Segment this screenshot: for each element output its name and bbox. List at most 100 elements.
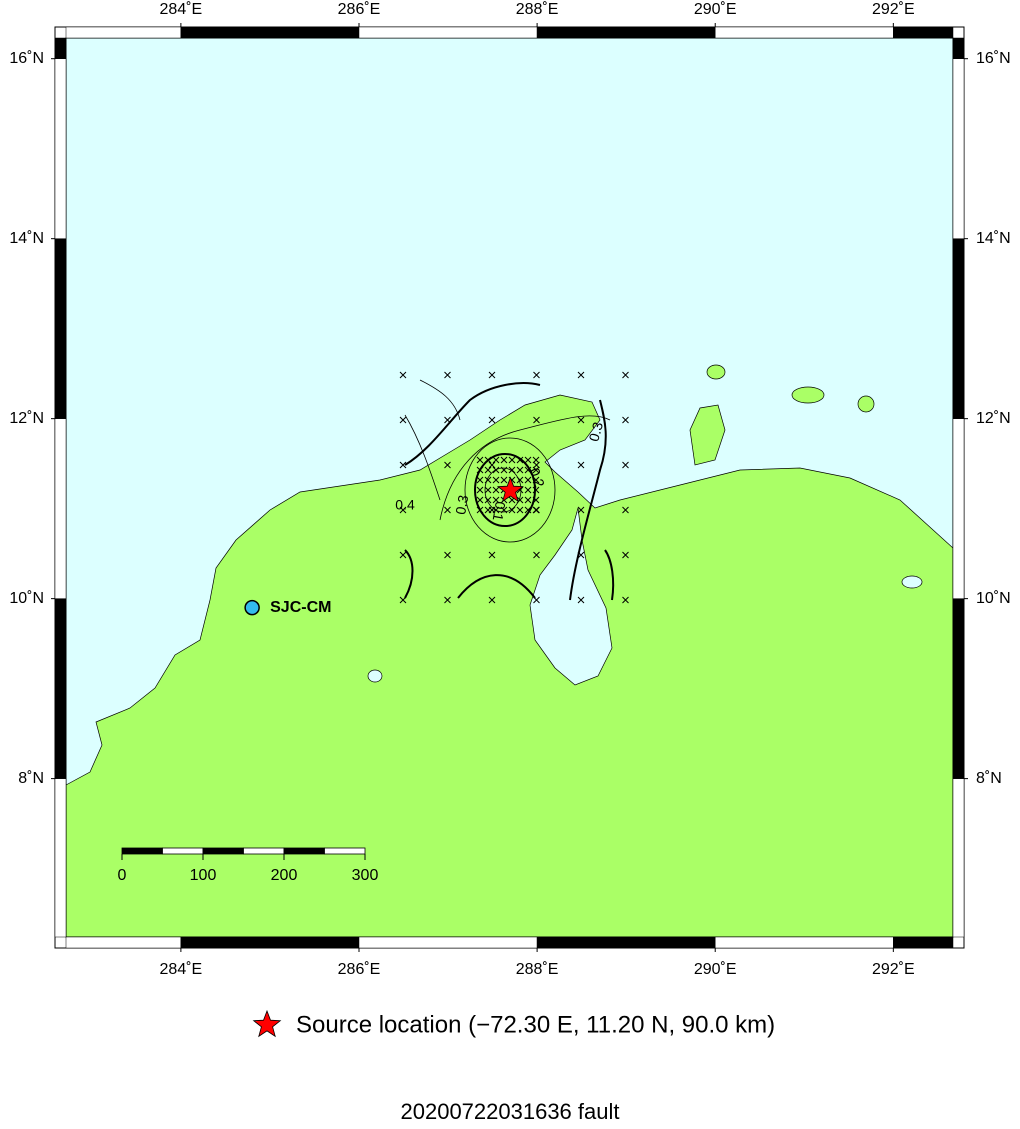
grid-point: [488, 371, 496, 379]
frame-segment: [358, 936, 538, 949]
grid-point: [476, 486, 484, 494]
grid-point: [622, 506, 629, 514]
grid-point: [533, 416, 540, 424]
x-tick-label: 292˚E: [872, 961, 915, 978]
grid-point: [399, 506, 407, 514]
grid-point: [492, 496, 500, 504]
grid-point: [399, 461, 407, 469]
grid-point: [488, 461, 496, 469]
grid-point: [492, 456, 500, 464]
map-frame: [54, 26, 965, 949]
island: [791, 386, 825, 404]
frame-segment: [358, 26, 538, 39]
x-tick-label: 284˚E: [160, 1, 203, 18]
grid-point: [476, 476, 484, 484]
grid-point: [577, 551, 585, 559]
grid-point: [516, 506, 524, 514]
frame-segment: [65, 26, 182, 39]
grid-point: [533, 551, 540, 559]
grid-point: [444, 461, 451, 469]
grid-point: [444, 371, 451, 379]
grid-point: [516, 456, 524, 464]
y-tick-label: 8˚N: [18, 770, 44, 787]
frame-segment: [952, 37, 965, 59]
contours: [404, 379, 615, 601]
legend-star: [252, 1009, 282, 1038]
y-tick-label: 14˚N: [976, 230, 1011, 247]
x-tick-label: 288˚E: [516, 1, 559, 18]
x-tick-label: 290˚E: [694, 1, 737, 18]
station: [244, 599, 260, 616]
frame-segment: [952, 418, 965, 599]
y-tick-label: 8˚N: [976, 770, 1002, 787]
grid-point: [399, 371, 407, 379]
grid-point: [444, 551, 451, 559]
scale-label: 200: [271, 867, 298, 884]
island: [857, 395, 875, 413]
grid-point: [508, 456, 516, 464]
frame-segment: [714, 936, 894, 949]
contour-label: 0.1: [490, 500, 509, 522]
grid-point: [484, 496, 492, 504]
grid-point: [622, 551, 629, 559]
lagoon: [367, 669, 383, 683]
x-tick-label: 286˚E: [338, 1, 381, 18]
grid-point: [476, 466, 484, 474]
grid-point: [484, 476, 492, 484]
grid-point: [533, 371, 540, 379]
grid-point: [500, 506, 508, 514]
grid-point: [532, 486, 540, 494]
grid-point: [492, 466, 500, 474]
frame-segment: [54, 778, 67, 938]
island: [689, 404, 726, 466]
frame-segment: [54, 37, 67, 59]
grid-point: [492, 486, 500, 494]
grid-point: [484, 486, 492, 494]
grid-point: [488, 551, 496, 559]
grid-point: [532, 506, 540, 514]
grid-point: [622, 371, 629, 379]
grid-point: [533, 596, 540, 604]
scale-segment: [162, 847, 204, 855]
y-tick-label: 14˚N: [9, 230, 44, 247]
y-tick-label: 12˚N: [976, 410, 1011, 427]
y-tick-label: 10˚N: [9, 590, 44, 607]
scale-segment: [243, 847, 285, 855]
frame-segment: [952, 58, 965, 239]
grid-point: [508, 466, 516, 474]
grid-point: [577, 596, 585, 604]
frame-segment: [952, 598, 965, 779]
grid-point: [476, 506, 484, 514]
y-tick-label: 16˚N: [976, 50, 1011, 67]
grid-point: [488, 596, 496, 604]
grid-point: [532, 466, 540, 474]
source-star: [496, 476, 524, 503]
grid-point: [476, 456, 484, 464]
grid-point: [488, 416, 496, 424]
x-tick-label: 284˚E: [160, 961, 203, 978]
scale-segment: [324, 847, 366, 855]
grid-point: [532, 496, 540, 504]
grid-point: [444, 416, 451, 424]
grid-point: [444, 506, 451, 514]
grid-point: [622, 461, 629, 469]
grid-point: [508, 506, 516, 514]
scale-label: 100: [190, 867, 217, 884]
scale-bar: 0 100 200 300: [118, 847, 378, 884]
grid-point: [622, 416, 629, 424]
y-tick-label: 16˚N: [9, 50, 44, 67]
grid-point: [524, 456, 532, 464]
frame-segment: [536, 26, 716, 39]
scale-label: 0: [118, 867, 127, 884]
frame-segment: [180, 936, 360, 949]
frame-segment: [54, 598, 67, 779]
frame-segment: [54, 238, 67, 419]
grid-point: [516, 466, 524, 474]
grid-point: [524, 476, 532, 484]
contour-label: 0.3: [586, 420, 607, 443]
title: 20200722031636 fault: [401, 1099, 620, 1124]
grid-point: [577, 371, 585, 379]
grid-point: [492, 476, 500, 484]
frame-segment: [54, 418, 67, 599]
